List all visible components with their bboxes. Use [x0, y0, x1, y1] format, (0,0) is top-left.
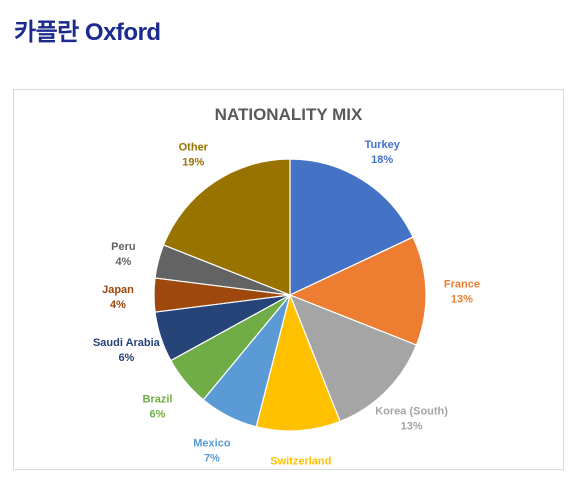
data-label-switzerland-name: Switzerland — [270, 456, 331, 468]
pie-slice-korea-south — [288, 293, 418, 423]
data-label-other-name: Other — [179, 142, 209, 154]
pie-slice-france — [288, 236, 427, 346]
data-label-turkey-name: Turkey — [365, 139, 401, 151]
data-label-mexico-value: 7% — [204, 452, 220, 464]
chart-frame: NATIONALITY MIX Turkey 18% France 13% Korea … — [13, 89, 564, 470]
data-label-korea-south-value: 13% — [401, 421, 423, 433]
data-label-japan-value: 4% — [110, 299, 126, 311]
chart-title: NATIONALITY MIX — [214, 105, 363, 124]
pie-slice-turkey — [289, 158, 414, 296]
data-label-france-name: France — [444, 279, 480, 291]
page-heading: 카플란 Oxford — [14, 19, 161, 46]
data-label-peru-name: Peru — [111, 241, 135, 253]
data-label-france-value: 13% — [451, 294, 473, 306]
pie-chart: Turkey 18% France 13% Korea (South) 13% Switze… — [93, 139, 480, 468]
pie-slice-other — [162, 158, 291, 296]
data-label-brazil-name: Brazil — [143, 394, 173, 406]
data-label-saudi-arabia-name: Saudi Arabia — [93, 337, 161, 349]
data-label-saudi-arabia-value: 6% — [118, 352, 134, 364]
data-label-korea-south-name: Korea (South) — [375, 406, 448, 418]
data-label-brazil-value: 6% — [150, 409, 166, 421]
data-label-japan-name: Japan — [102, 284, 134, 296]
data-label-turkey-value: 18% — [371, 154, 393, 166]
data-label-other-value: 19% — [182, 157, 204, 169]
data-label-mexico-name: Mexico — [193, 437, 231, 449]
pie-slice-switzerland — [255, 293, 341, 432]
data-label-peru-value: 4% — [115, 256, 131, 268]
